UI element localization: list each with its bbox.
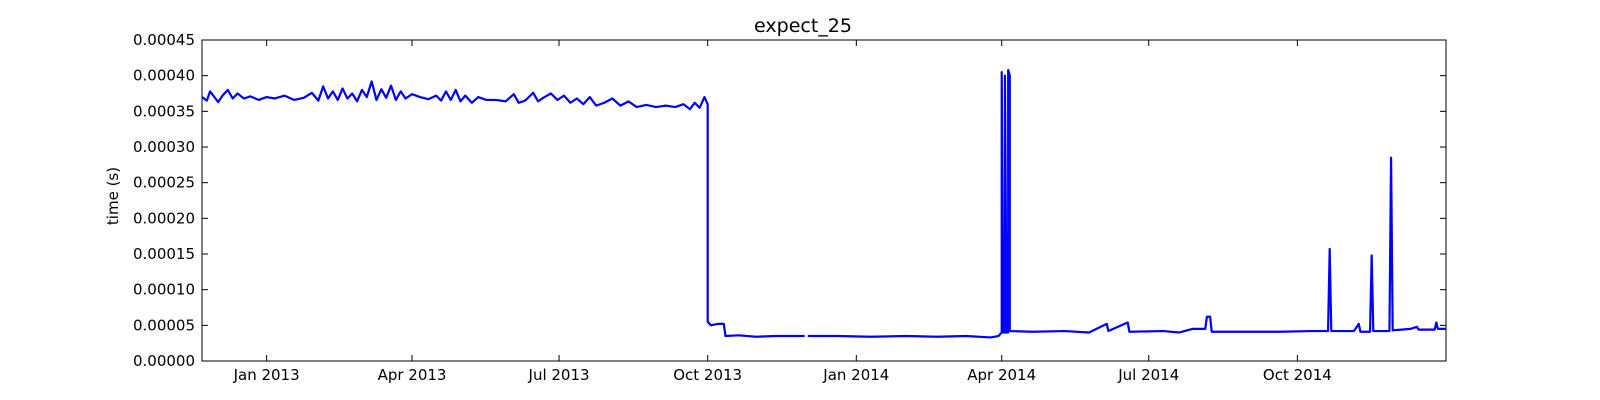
y-tick-label: 0.00025: [133, 174, 195, 192]
x-tick-label: Apr 2014: [967, 366, 1036, 384]
y-tick-label: 0.00035: [133, 102, 195, 120]
x-tick-label: Jan 2014: [822, 366, 889, 384]
x-tick-label: Jul 2013: [528, 366, 590, 384]
x-axis: Jan 2013 Apr 2013 Jul 2013 Oct 2013 Jan 2014…: [233, 40, 1332, 384]
y-tick-label: 0.00040: [133, 67, 195, 85]
y-tick-label: 0.00010: [133, 281, 195, 299]
series-line-0: [201, 68, 1446, 339]
chart-title: expect_25: [754, 15, 852, 37]
series-layer: [201, 68, 1446, 339]
x-tick-label: Oct 2013: [673, 366, 742, 384]
plot-frame: [201, 39, 1447, 362]
x-tick-label: Jul 2014: [1117, 366, 1179, 384]
y-axis-label: time (s): [104, 167, 122, 225]
x-tick-label: Apr 2013: [378, 366, 447, 384]
y-tick-label: 0.00005: [133, 316, 195, 334]
y-tick-label: 0.00015: [133, 245, 195, 263]
y-tick-label: 0.00030: [133, 138, 195, 156]
y-tick-label: 0.00045: [133, 31, 195, 49]
plot-area: [201, 39, 1447, 362]
y-axis: 0.00000 0.00005 0.00010 0.00015 0.00020 0.000…: [133, 31, 1446, 370]
x-tick-label: Oct 2014: [1263, 366, 1332, 384]
y-tick-label: 0.00000: [133, 352, 195, 370]
x-tick-label: Jan 2013: [233, 366, 300, 384]
y-tick-label: 0.00020: [133, 209, 195, 227]
